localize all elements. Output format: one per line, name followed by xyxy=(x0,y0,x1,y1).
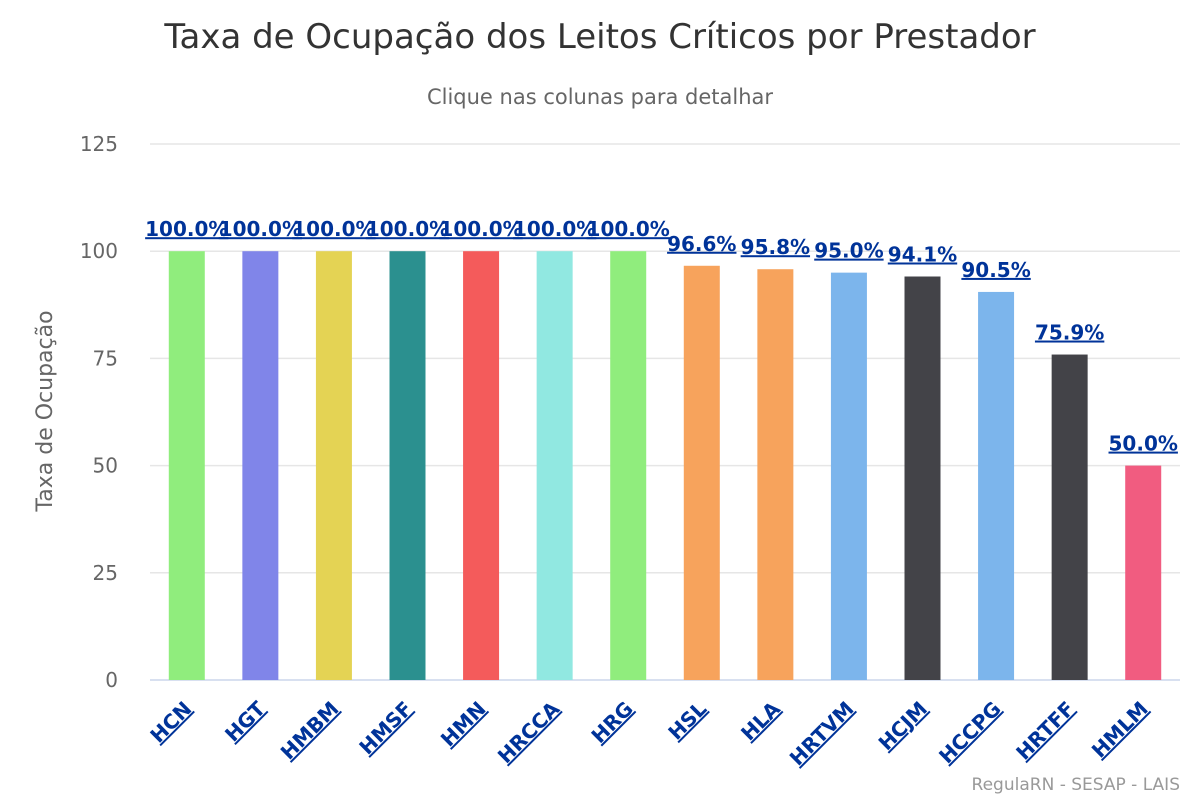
data-label-hla[interactable]: 95.8% xyxy=(741,235,810,259)
x-tick-label-hcn[interactable]: HCN xyxy=(145,697,196,748)
y-axis-title: Taxa de Ocupação xyxy=(33,310,58,512)
data-label-hmn[interactable]: 100.0% xyxy=(439,217,522,241)
chart-title: Taxa de Ocupação dos Leitos Críticos por… xyxy=(163,17,1035,57)
data-label-hsl[interactable]: 96.6% xyxy=(667,232,736,256)
y-tick-label: 0 xyxy=(105,668,118,692)
data-label-hccpg[interactable]: 90.5% xyxy=(961,258,1030,282)
bar-hrg[interactable] xyxy=(610,251,647,680)
x-tick-label-hsl[interactable]: HSL xyxy=(663,696,711,744)
data-label-hrcca[interactable]: 100.0% xyxy=(513,217,596,241)
x-tick-label-hmlm[interactable]: HMLM xyxy=(1087,697,1153,763)
y-tick-label: 25 xyxy=(93,561,118,585)
y-tick-label: 75 xyxy=(93,346,118,370)
x-tick-label-hmbm[interactable]: HMBM xyxy=(276,697,344,765)
bar-hrcca[interactable] xyxy=(536,251,573,680)
x-tick-label-hmsf[interactable]: HMSF xyxy=(354,697,417,760)
bar-hmbm[interactable] xyxy=(315,251,352,680)
bar-hgt[interactable] xyxy=(242,251,279,680)
x-tick-label-hrcca[interactable]: HRCCA xyxy=(493,696,565,768)
chart-subtitle: Clique nas colunas para detalhar xyxy=(427,85,773,109)
data-labels[interactable]: 100.0%100.0%100.0%100.0%100.0%100.0%100.… xyxy=(145,217,1178,455)
chart-credits[interactable]: RegulaRN - SESAP - LAIS xyxy=(972,775,1180,795)
bar-hmlm[interactable] xyxy=(1125,465,1162,680)
data-label-hgt[interactable]: 100.0% xyxy=(219,217,302,241)
y-tick-label: 50 xyxy=(93,454,118,478)
y-tick-label: 100 xyxy=(80,239,118,263)
x-axis-ticks[interactable]: HCN HGT HMBM HMSF HMN HRCCA HRG HSL HLA HRTVM HCJM… xyxy=(145,696,1152,770)
x-tick-label-hmn[interactable]: HMN xyxy=(436,697,491,752)
bar-hrtvm[interactable] xyxy=(830,272,867,680)
data-label-hmsf[interactable]: 100.0% xyxy=(366,217,449,241)
data-label-hmbm[interactable]: 100.0% xyxy=(292,217,375,241)
x-tick-label-hrtvm[interactable]: HRTVM xyxy=(785,697,859,771)
data-label-hcjm[interactable]: 94.1% xyxy=(888,242,957,266)
bar-hla[interactable] xyxy=(757,269,794,680)
x-tick-label-hla[interactable]: HLA xyxy=(736,696,785,745)
bar-hcn[interactable] xyxy=(168,251,205,680)
x-tick-label-hgt[interactable]: HGT xyxy=(220,696,270,746)
data-label-hrtvm[interactable]: 95.0% xyxy=(814,239,883,263)
data-label-hcn[interactable]: 100.0% xyxy=(145,217,228,241)
data-label-hrg[interactable]: 100.0% xyxy=(587,217,670,241)
bar-hccpg[interactable] xyxy=(978,291,1015,680)
data-label-hmlm[interactable]: 50.0% xyxy=(1109,432,1178,456)
x-tick-label-hcjm[interactable]: HCJM xyxy=(874,697,933,756)
bar-hrtff[interactable] xyxy=(1051,354,1088,680)
x-tick-label-hrtff[interactable]: HRTFF xyxy=(1011,697,1079,765)
x-tick-label-hccpg[interactable]: HCCPG xyxy=(934,697,1006,769)
bar-hcjm[interactable] xyxy=(904,276,941,680)
x-tick-label-hrg[interactable]: HRG xyxy=(586,697,637,748)
bar-hsl[interactable] xyxy=(683,265,720,680)
y-axis-ticks: 0 25 50 75 100 125 xyxy=(80,132,118,692)
y-tick-label: 125 xyxy=(80,132,118,156)
data-label-hrtff[interactable]: 75.9% xyxy=(1035,321,1104,345)
bars[interactable] xyxy=(168,251,1162,680)
bar-hmn[interactable] xyxy=(463,251,500,680)
bar-hmsf[interactable] xyxy=(389,251,426,680)
